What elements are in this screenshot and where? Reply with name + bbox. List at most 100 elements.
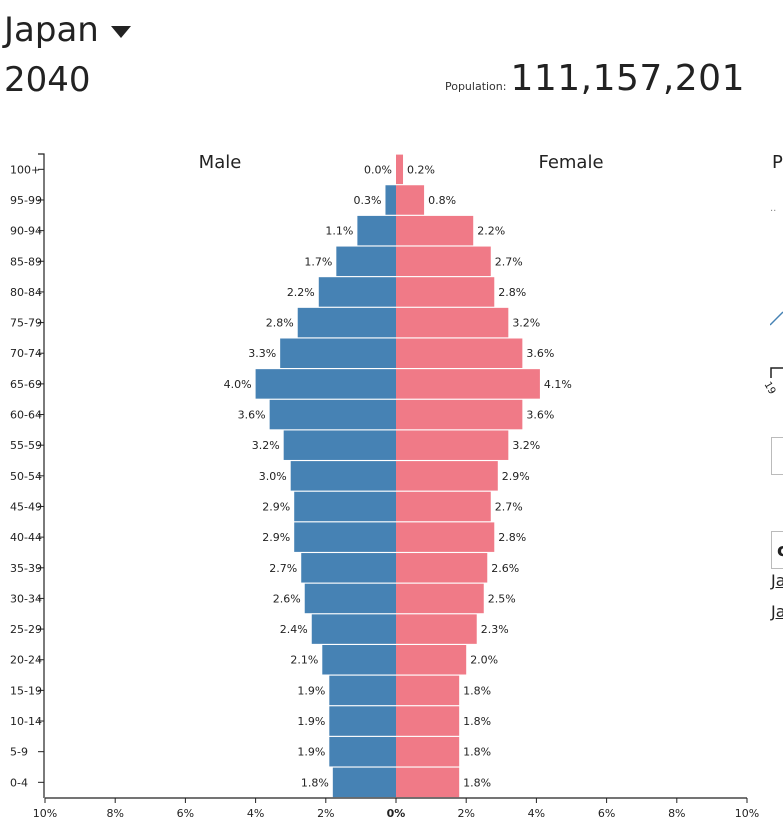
y-tick-label: 60-64 <box>10 409 42 422</box>
bar-female <box>396 491 491 522</box>
value-label-female: 2.7% <box>495 500 523 513</box>
y-tick-label: 15-19 <box>10 684 42 697</box>
bar-male <box>294 491 396 522</box>
value-label-female: 1.8% <box>463 746 491 759</box>
bar-female <box>396 215 474 246</box>
value-label-female: 2.0% <box>470 654 498 667</box>
value-label-male: 1.8% <box>301 776 329 789</box>
x-tick-label: 10% <box>735 807 759 820</box>
y-axis-line <box>38 153 45 798</box>
y-tick-label: 50-54 <box>10 470 42 483</box>
bar-male <box>280 338 396 368</box>
value-label-female: 2.5% <box>488 592 516 605</box>
value-label-male: 0.3% <box>354 194 382 207</box>
bar-male <box>311 614 396 644</box>
x-tick-label: 10% <box>33 807 57 820</box>
value-label-female: 2.6% <box>491 562 519 575</box>
x-tick-label: 0% <box>387 807 406 820</box>
x-tick-label: 4% <box>247 807 264 820</box>
bar-female <box>396 767 460 798</box>
y-tick-label: 5-9 <box>10 746 28 759</box>
bar-female <box>396 185 425 215</box>
y-tick-label: 0-4 <box>10 776 28 789</box>
value-label-male: 2.8% <box>266 317 294 330</box>
value-label-male: 2.9% <box>262 500 290 513</box>
bar-male <box>318 277 396 307</box>
bar-male <box>304 583 396 614</box>
value-label-female: 2.8% <box>498 286 526 299</box>
y-tick-label: 65-69 <box>10 378 42 391</box>
value-label-male: 2.1% <box>290 654 318 667</box>
sidebar-control-glyph: c <box>777 540 783 561</box>
sidebar-link-1[interactable]: Ja <box>771 571 783 590</box>
value-label-female: 1.8% <box>463 684 491 697</box>
value-label-female: 4.1% <box>544 378 572 391</box>
y-tick-label: 100+ <box>10 163 40 176</box>
country-name: Japan <box>4 10 99 50</box>
value-label-male: 4.0% <box>224 378 252 391</box>
sidebar-control-box-2[interactable] <box>771 531 783 569</box>
bar-male <box>329 706 396 736</box>
year-label: 2040 <box>4 60 91 100</box>
x-tick-label: 2% <box>457 807 474 820</box>
bar-male <box>385 185 396 215</box>
bar-female <box>396 246 491 277</box>
y-tick-label: 80-84 <box>10 286 42 299</box>
value-label-male: 2.4% <box>280 623 308 636</box>
value-label-female: 0.8% <box>428 194 456 207</box>
bar-female <box>396 307 509 338</box>
value-label-male: 2.7% <box>269 562 297 575</box>
x-tick-label: 8% <box>668 807 685 820</box>
y-tick-label: 70-74 <box>10 347 42 360</box>
value-label-male: 1.9% <box>297 746 325 759</box>
bar-female <box>396 369 540 399</box>
sidebar-link-2[interactable]: Ja <box>771 602 783 621</box>
y-tick-label: 85-89 <box>10 255 42 268</box>
value-label-female: 3.2% <box>512 317 540 330</box>
value-label-female: 2.8% <box>498 531 526 544</box>
sidebar-sparkline <box>770 311 783 326</box>
value-label-male: 1.1% <box>325 225 353 238</box>
value-label-female: 3.2% <box>512 439 540 452</box>
x-tick-label: 6% <box>598 807 615 820</box>
value-label-male: 3.6% <box>238 409 266 422</box>
population-label: Population: <box>444 80 507 93</box>
bar-female <box>396 583 484 614</box>
caret-down-icon[interactable] <box>110 26 131 38</box>
value-label-female: 0.2% <box>407 163 435 176</box>
y-tick-label: 30-34 <box>10 592 42 605</box>
value-label-male: 3.2% <box>252 439 280 452</box>
y-tick-label: 20-24 <box>10 654 42 667</box>
population-summary: Population: 111,157,201 <box>445 58 745 99</box>
bar-male <box>290 461 396 491</box>
bar-female <box>396 430 509 460</box>
x-tick-label: 2% <box>317 807 334 820</box>
bar-female <box>396 399 523 430</box>
value-label-male: 1.9% <box>297 684 325 697</box>
value-label-male: 1.7% <box>304 255 332 268</box>
country-selector[interactable]: Japan <box>4 10 131 50</box>
bar-female <box>396 553 488 583</box>
sidebar-control-box-1[interactable] <box>771 437 783 475</box>
bar-female <box>396 277 495 307</box>
value-label-female: 2.2% <box>477 225 505 238</box>
x-tick-label: 6% <box>177 807 194 820</box>
value-label-male: 2.9% <box>262 531 290 544</box>
x-tick-label: 8% <box>106 807 123 820</box>
y-tick-label: 95-99 <box>10 194 42 207</box>
sidebar-title-fragment: P <box>772 152 783 173</box>
bar-female <box>396 736 460 767</box>
value-label-male: 0.0% <box>364 163 392 176</box>
bar-female <box>396 461 498 491</box>
value-label-female: 1.8% <box>463 776 491 789</box>
value-label-male: 1.9% <box>297 715 325 728</box>
series-name-female: Female <box>538 152 603 173</box>
bar-female <box>396 675 460 706</box>
y-tick-label: 10-14 <box>10 715 42 728</box>
bar-female <box>396 645 467 675</box>
y-tick-label: 75-79 <box>10 317 42 330</box>
bar-male <box>357 215 396 246</box>
bar-male <box>269 399 396 430</box>
bar-male <box>329 736 396 767</box>
